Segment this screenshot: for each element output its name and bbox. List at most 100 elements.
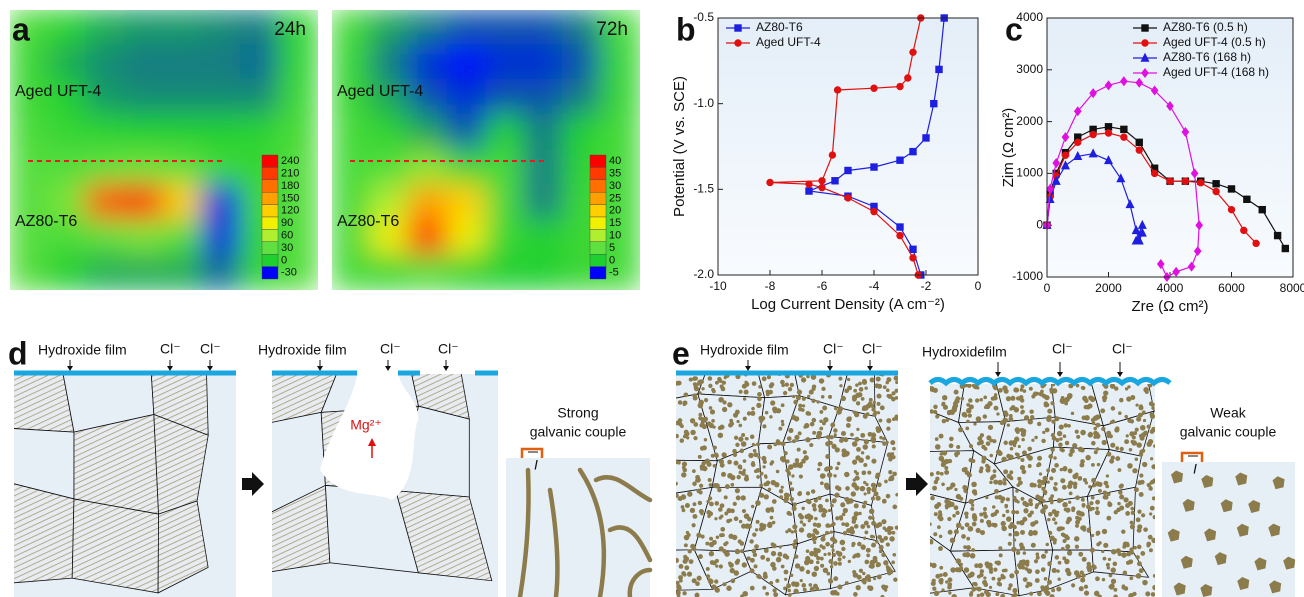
precipitate xyxy=(939,535,943,539)
precipitate xyxy=(1139,474,1143,478)
precipitate xyxy=(1014,407,1019,412)
marker xyxy=(897,83,903,89)
precipitate xyxy=(872,444,876,448)
precipitate xyxy=(962,412,967,417)
precipitate xyxy=(1153,515,1157,519)
precipitate xyxy=(964,512,968,516)
colorbar-box xyxy=(590,217,606,229)
precipitate xyxy=(756,475,760,479)
precipitate xyxy=(817,431,823,437)
heat-cell xyxy=(601,79,642,116)
precipitate xyxy=(1137,510,1141,514)
heat-cell xyxy=(202,184,243,221)
precipitate xyxy=(757,392,762,397)
precipitate xyxy=(1051,588,1055,592)
precipitate xyxy=(1074,536,1080,542)
precipitate xyxy=(758,385,761,388)
precipitate xyxy=(765,411,769,415)
precipitate xyxy=(1152,496,1156,500)
precipitate xyxy=(1130,524,1135,529)
legend-label: Aged UFT-4 xyxy=(756,35,821,49)
precipitate xyxy=(708,384,712,388)
precipitate xyxy=(736,420,739,423)
colorbar-box xyxy=(262,217,278,229)
map-title: 72h xyxy=(596,19,628,40)
precipitate xyxy=(866,548,871,553)
precipitate xyxy=(993,567,997,571)
precipitate xyxy=(1068,453,1072,457)
precipitate xyxy=(892,531,896,535)
precipitate xyxy=(1150,457,1153,460)
precipitate xyxy=(751,462,755,466)
precipitate xyxy=(1073,482,1078,487)
precipitate xyxy=(846,501,850,505)
precipitate xyxy=(694,386,699,391)
precipitate xyxy=(709,483,713,487)
precipitate xyxy=(861,451,864,454)
precipitate xyxy=(1032,483,1036,487)
precipitate xyxy=(1047,481,1050,484)
marker xyxy=(1151,170,1157,176)
precipitate xyxy=(851,544,854,547)
precipitate xyxy=(966,408,972,414)
precipitate xyxy=(809,443,813,447)
precipitate xyxy=(1069,491,1073,495)
precipitate xyxy=(940,452,944,456)
precipitate xyxy=(1064,423,1068,427)
precipitate xyxy=(1037,462,1042,467)
precipitate xyxy=(863,501,867,505)
precipitate xyxy=(853,554,857,558)
precipitate xyxy=(954,529,959,534)
heat-cell xyxy=(86,114,127,151)
precipitate xyxy=(1132,468,1137,473)
legend-label: AZ80-T6 (0.5 h) xyxy=(1163,20,1248,34)
precipitate xyxy=(1109,434,1113,438)
precipitate xyxy=(895,417,898,420)
precipitate xyxy=(1014,437,1019,442)
precipitate xyxy=(792,506,797,511)
precipitate xyxy=(1143,419,1146,422)
precipitate xyxy=(852,516,858,522)
precipitate xyxy=(832,553,836,557)
precipitate xyxy=(941,461,946,466)
precipitate xyxy=(770,400,775,405)
marker xyxy=(871,164,877,170)
marker xyxy=(923,135,929,141)
precipitate xyxy=(709,406,713,410)
precipitate xyxy=(856,447,861,452)
precipitate xyxy=(994,489,999,494)
precipitate xyxy=(884,480,888,484)
precipitate xyxy=(862,470,867,475)
precipitate xyxy=(1113,562,1118,567)
precipitate xyxy=(974,583,978,587)
precipitate xyxy=(1041,554,1046,559)
precipitate xyxy=(790,574,793,577)
heat-cell xyxy=(447,9,488,46)
precipitate xyxy=(1133,546,1137,550)
precipitate xyxy=(959,497,963,501)
heat-cell xyxy=(202,44,243,81)
precipitate xyxy=(892,505,897,510)
precipitate xyxy=(803,450,807,454)
precipitate xyxy=(1017,477,1021,481)
precipitate xyxy=(1011,510,1016,515)
y-tick-label: 1000 xyxy=(1016,166,1043,180)
heat-cell xyxy=(524,114,565,151)
precipitate xyxy=(718,433,724,439)
heat-cell xyxy=(524,149,565,186)
precipitate xyxy=(686,531,689,534)
precipitate xyxy=(1094,591,1099,596)
precipitate xyxy=(805,437,810,442)
precipitate xyxy=(739,520,742,523)
marker xyxy=(1228,206,1234,212)
plot-area xyxy=(718,18,978,275)
precipitate xyxy=(835,485,840,490)
precipitate xyxy=(1139,568,1144,573)
precipitate xyxy=(758,575,762,579)
precipitate xyxy=(991,475,995,479)
precipitate xyxy=(931,581,936,586)
precipitate xyxy=(972,522,977,527)
marker xyxy=(845,195,851,201)
marker xyxy=(931,100,937,106)
precipitate xyxy=(834,407,838,411)
